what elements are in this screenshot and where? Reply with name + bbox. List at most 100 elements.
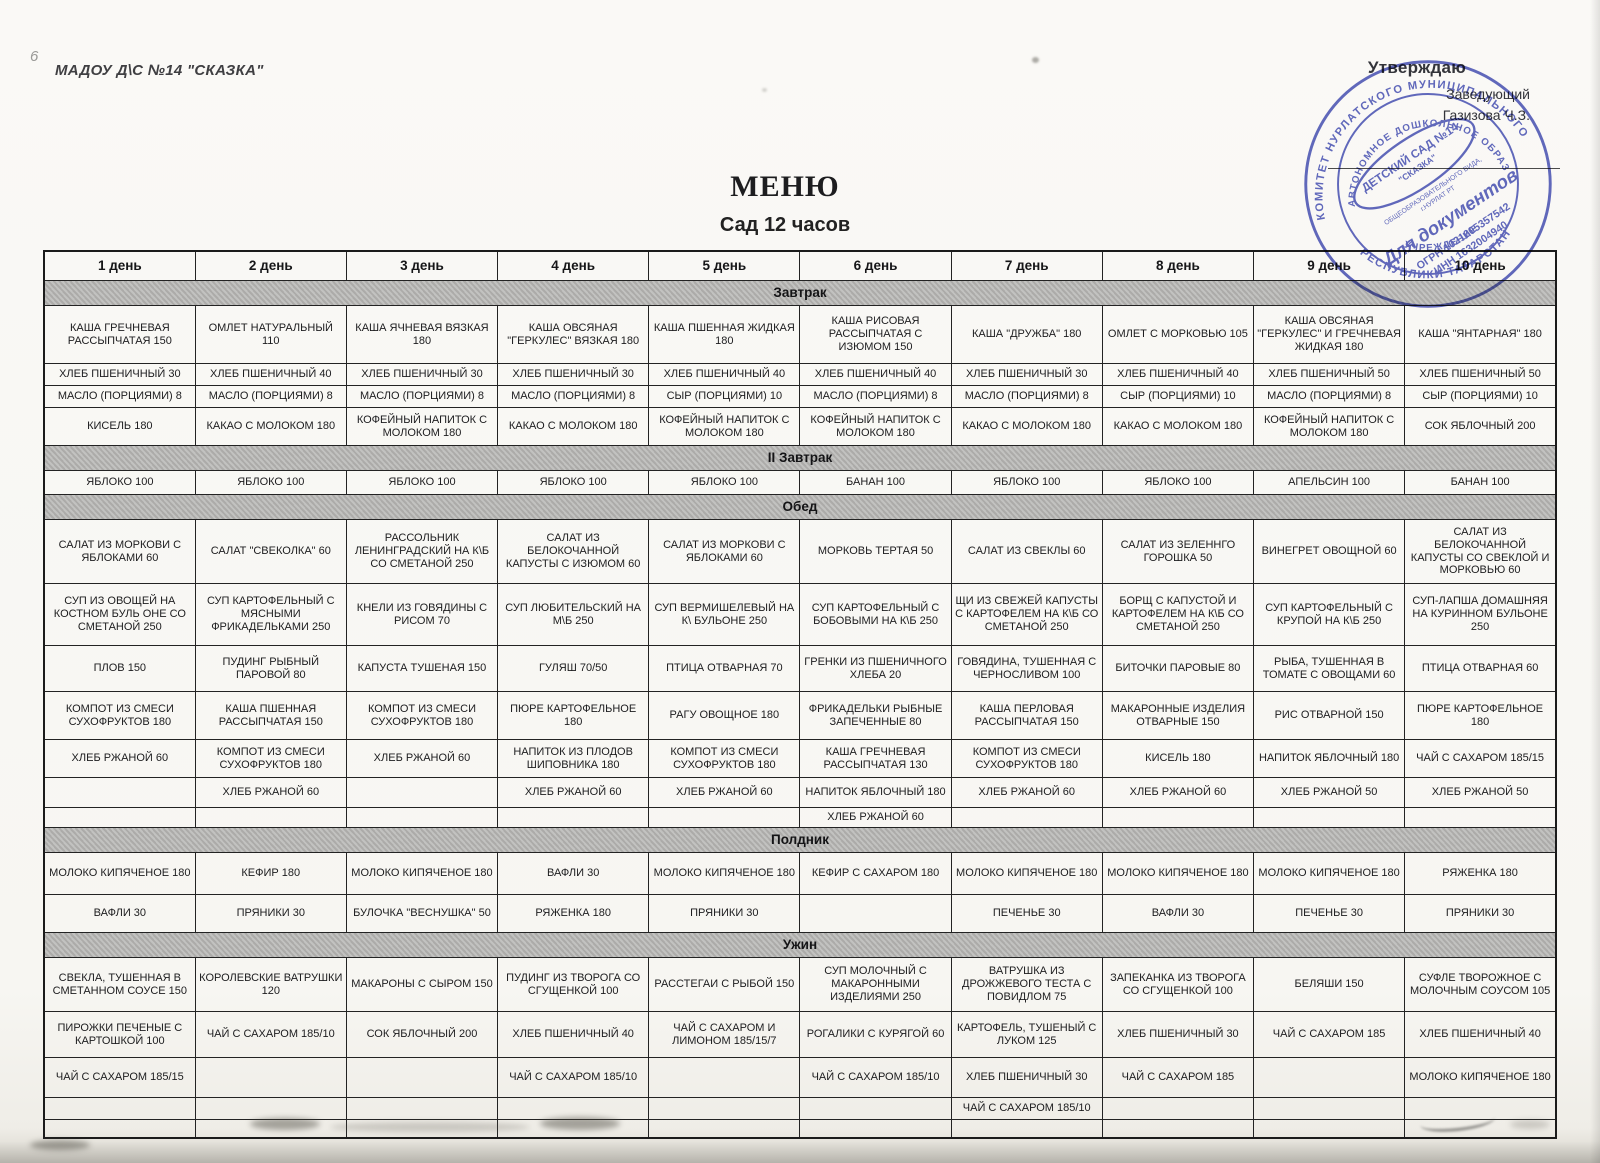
- menu-cell: ПЕЧЕНЬЕ 30: [1252, 894, 1406, 933]
- menu-cell: САЛАТ ИЗ БЕЛОКОЧАННОЙ КАПУСТЫ СО СВЕКЛОЙ…: [1404, 519, 1557, 584]
- section-title: II Завтрак: [43, 445, 1557, 471]
- menu-row: КИСЕЛЬ 180 КАКАО С МОЛОКОМ 180 КОФЕЙНЫЙ НА…: [43, 407, 1557, 446]
- menu-cell: СУП ИЗ ОВОЩЕЙ НА КОСТНОМ БУЛЬ ОНЕ СО СМЕ…: [43, 583, 196, 646]
- menu-cell: КАКАО С МОЛОКОМ 180: [497, 407, 650, 446]
- menu-cell: ПТИЦА ОТВАРНАЯ 70: [648, 645, 801, 692]
- menu-cell: СУП КАРТОФЕЛЬНЫЙ С МЯСНЫМИ ФРИКАДЕЛЬКАМИ…: [194, 583, 347, 646]
- menu-cell: САЛАТ ИЗ ЗЕЛЕННГО ГОРОШКА 50: [1101, 519, 1255, 584]
- menu-cell: КОМПОТ ИЗ СМЕСИ СУХОФРУКТОВ 180: [950, 739, 1103, 778]
- stamp-center-ellipse: [1353, 117, 1476, 210]
- menu-cell: ХЛЕБ РЖАНОЙ 60: [1101, 777, 1255, 808]
- day-header-cell: 3 день: [345, 250, 499, 281]
- menu-cell: КАША "ДРУЖБА" 180: [950, 305, 1103, 364]
- menu-cell: ЧАЙ С САХАРОМ 185/10: [950, 1097, 1103, 1120]
- menu-cell: ЯБЛОКО 100: [497, 470, 650, 495]
- menu-cell: [1101, 1119, 1255, 1138]
- menu-cell: [799, 894, 952, 933]
- menu-row: ХЛЕБ РЖАНОЙ 60 ХЛЕБ РЖАНОЙ 60 ХЛЕБ РЖАНОЙ …: [43, 777, 1557, 808]
- menu-cell: [1404, 807, 1557, 828]
- menu-cell: КОФЕЙНЫЙ НАПИТОК С МОЛОКОМ 180: [1252, 407, 1406, 446]
- menu-cell: СУП КАРТОФЕЛЬНЫЙ С БОБОВЫМИ НА К\Б 250: [799, 583, 952, 646]
- menu-row: [43, 1119, 1557, 1138]
- menu-cell: РАГУ ОВОЩНОЕ 180: [648, 691, 801, 740]
- menu-cell: ПЮРЕ КАРТОФЕЛЬНОЕ 180: [497, 691, 650, 740]
- menu-row: ЯБЛОКО 100 ЯБЛОКО 100 ЯБЛОКО 100 ЯБЛОКО 100…: [43, 470, 1557, 495]
- menu-cell: ХЛЕБ РЖАНОЙ 60: [799, 807, 952, 828]
- menu-cell: ЗАПЕКАНКА ИЗ ТВОРОГА СО СГУЩЕНКОЙ 100: [1101, 957, 1255, 1012]
- menu-cell: [345, 1057, 499, 1098]
- menu-cell: АПЕЛЬСИН 100: [1252, 470, 1406, 495]
- menu-cell: ЧАЙ С САХАРОМ 185/15: [43, 1057, 196, 1098]
- menu-cell: КОФЕЙНЫЙ НАПИТОК С МОЛОКОМ 180: [648, 407, 801, 446]
- menu-cell: [194, 1119, 347, 1138]
- menu-cell: ГОВЯДИНА, ТУШЕННАЯ С ЧЕРНОСЛИВОМ 100: [950, 645, 1103, 692]
- menu-row: ХЛЕБ РЖАНОЙ 60: [43, 807, 1557, 828]
- menu-cell: СУП МОЛОЧНЫЙ С МАКАРОННЫМИ ИЗДЕЛИЯМИ 250: [799, 957, 952, 1012]
- menu-cell: БИТОЧКИ ПАРОВЫЕ 80: [1101, 645, 1255, 692]
- menu-cell: МАКАРОННЫЕ ИЗДЕЛИЯ ОТВАРНЫЕ 150: [1101, 691, 1255, 740]
- menu-cell: ХЛЕБ РЖАНОЙ 50: [1252, 777, 1406, 808]
- day-header-cell: 8 день: [1101, 250, 1255, 281]
- menu-cell: ХЛЕБ ПШЕНИЧНЫЙ 40: [1404, 1011, 1557, 1058]
- scan-artifact: [762, 88, 767, 92]
- day-header-cell: 1 день: [43, 250, 196, 281]
- menu-cell: ВАФЛИ 30: [43, 894, 196, 933]
- menu-row: СВЕКЛА, ТУШЕННАЯ В СМЕТАННОМ СОУСЕ 150 КО…: [43, 957, 1557, 1012]
- menu-cell: РОГАЛИКИ С КУРЯГОЙ 60: [799, 1011, 952, 1058]
- menu-cell: ГРЕНКИ ИЗ ПШЕНИЧНОГО ХЛЕБА 20: [799, 645, 952, 692]
- approve-role: Заведующий: [1446, 86, 1530, 102]
- menu-cell: ЧАЙ С САХАРОМ 185/10: [799, 1057, 952, 1098]
- menu-cell: ХЛЕБ ПШЕНИЧНЫЙ 40: [799, 363, 952, 386]
- menu-cell: ЯБЛОКО 100: [648, 470, 801, 495]
- menu-cell: [345, 777, 499, 808]
- menu-cell: ХЛЕБ ПШЕНИЧНЫЙ 30: [345, 363, 499, 386]
- page-title: МЕНЮ: [730, 170, 840, 203]
- menu-cell: ХЛЕБ РЖАНОЙ 60: [43, 739, 196, 778]
- menu-cell: СВЕКЛА, ТУШЕННАЯ В СМЕТАННОМ СОУСЕ 150: [43, 957, 196, 1012]
- section-header-row: Обед: [43, 494, 1557, 520]
- menu-cell: [648, 807, 801, 828]
- menu-cell: ПТИЦА ОТВАРНАЯ 60: [1404, 645, 1557, 692]
- menu-cell: ПРЯНИКИ 30: [194, 894, 347, 933]
- menu-cell: [1252, 1097, 1406, 1120]
- menu-cell: МОЛОКО КИПЯЧЕНОЕ 180: [950, 852, 1103, 895]
- menu-cell: СУП ЛЮБИТЕЛЬСКИЙ НА М\Б 250: [497, 583, 650, 646]
- menu-cell: МОЛОКО КИПЯЧЕНОЕ 180: [648, 852, 801, 895]
- menu-cell: ХЛЕБ ПШЕНИЧНЫЙ 30: [497, 363, 650, 386]
- menu-cell: МАСЛО (ПОРЦИЯМИ) 8: [799, 385, 952, 408]
- menu-cell: МАСЛО (ПОРЦИЯМИ) 8: [43, 385, 196, 408]
- menu-cell: [43, 807, 196, 828]
- menu-cell: КАКАО С МОЛОКОМ 180: [1101, 407, 1255, 446]
- menu-cell: [1252, 1057, 1406, 1098]
- menu-cell: ВАТРУШКА ИЗ ДРОЖЖЕВОГО ТЕСТА С ПОВИДЛОМ …: [950, 957, 1103, 1012]
- menu-cell: БУЛОЧКА "ВЕСНУШКА" 50: [345, 894, 499, 933]
- signature-line: [1328, 168, 1560, 169]
- menu-row: МАСЛО (ПОРЦИЯМИ) 8 МАСЛО (ПОРЦИЯМИ) 8 МАСЛ…: [43, 385, 1557, 408]
- menu-cell: ХЛЕБ ПШЕНИЧНЫЙ 40: [194, 363, 347, 386]
- menu-cell: ЩИ ИЗ СВЕЖЕЙ КАПУСТЫ С КАРТОФЕЛЕМ НА К\Б…: [950, 583, 1103, 646]
- section-title: Полдник: [43, 827, 1557, 853]
- menu-cell: ХЛЕБ РЖАНОЙ 60: [497, 777, 650, 808]
- menu-cell: [345, 807, 499, 828]
- menu-cell: [194, 1097, 347, 1120]
- menu-cell: МОЛОКО КИПЯЧЕНОЕ 180: [43, 852, 196, 895]
- menu-cell: ХЛЕБ ПШЕНИЧНЫЙ 40: [497, 1011, 650, 1058]
- section-header-row: Ужин: [43, 932, 1557, 958]
- menu-cell: ОМЛЕТ С МОРКОВЬЮ 105: [1101, 305, 1255, 364]
- stamp-outer-circle: [1304, 60, 1552, 308]
- menu-cell: КАША "ЯНТАРНАЯ" 180: [1404, 305, 1557, 364]
- menu-row: КАША ГРЕЧНЕВАЯ РАССЫПЧАТАЯ 150 ОМЛЕТ НАТУ…: [43, 305, 1557, 364]
- menu-cell: ХЛЕБ РЖАНОЙ 60: [194, 777, 347, 808]
- menu-row: ПИРОЖКИ ПЕЧЕНЫЕ С КАРТОШКОЙ 100 ЧАЙ С САХ…: [43, 1011, 1557, 1058]
- menu-cell: ХЛЕБ ПШЕНИЧНЫЙ 30: [43, 363, 196, 386]
- menu-cell: МОЛОКО КИПЯЧЕНОЕ 180: [345, 852, 499, 895]
- menu-row: ХЛЕБ ПШЕНИЧНЫЙ 30 ХЛЕБ ПШЕНИЧНЫЙ 40 ХЛЕБ П…: [43, 363, 1557, 386]
- menu-cell: ХЛЕБ РЖАНОЙ 60: [950, 777, 1103, 808]
- menu-cell: [194, 807, 347, 828]
- menu-cell: КОМПОТ ИЗ СМЕСИ СУХОФРУКТОВ 180: [648, 739, 801, 778]
- menu-cell: ЧАЙ С САХАРОМ 185/15: [1404, 739, 1557, 778]
- menu-cell: [497, 1119, 650, 1138]
- menu-cell: КАША ПЕРЛОВАЯ РАССЫПЧАТАЯ 150: [950, 691, 1103, 740]
- menu-cell: РЯЖЕНКА 180: [497, 894, 650, 933]
- scan-edge-shadow: [1590, 0, 1600, 1163]
